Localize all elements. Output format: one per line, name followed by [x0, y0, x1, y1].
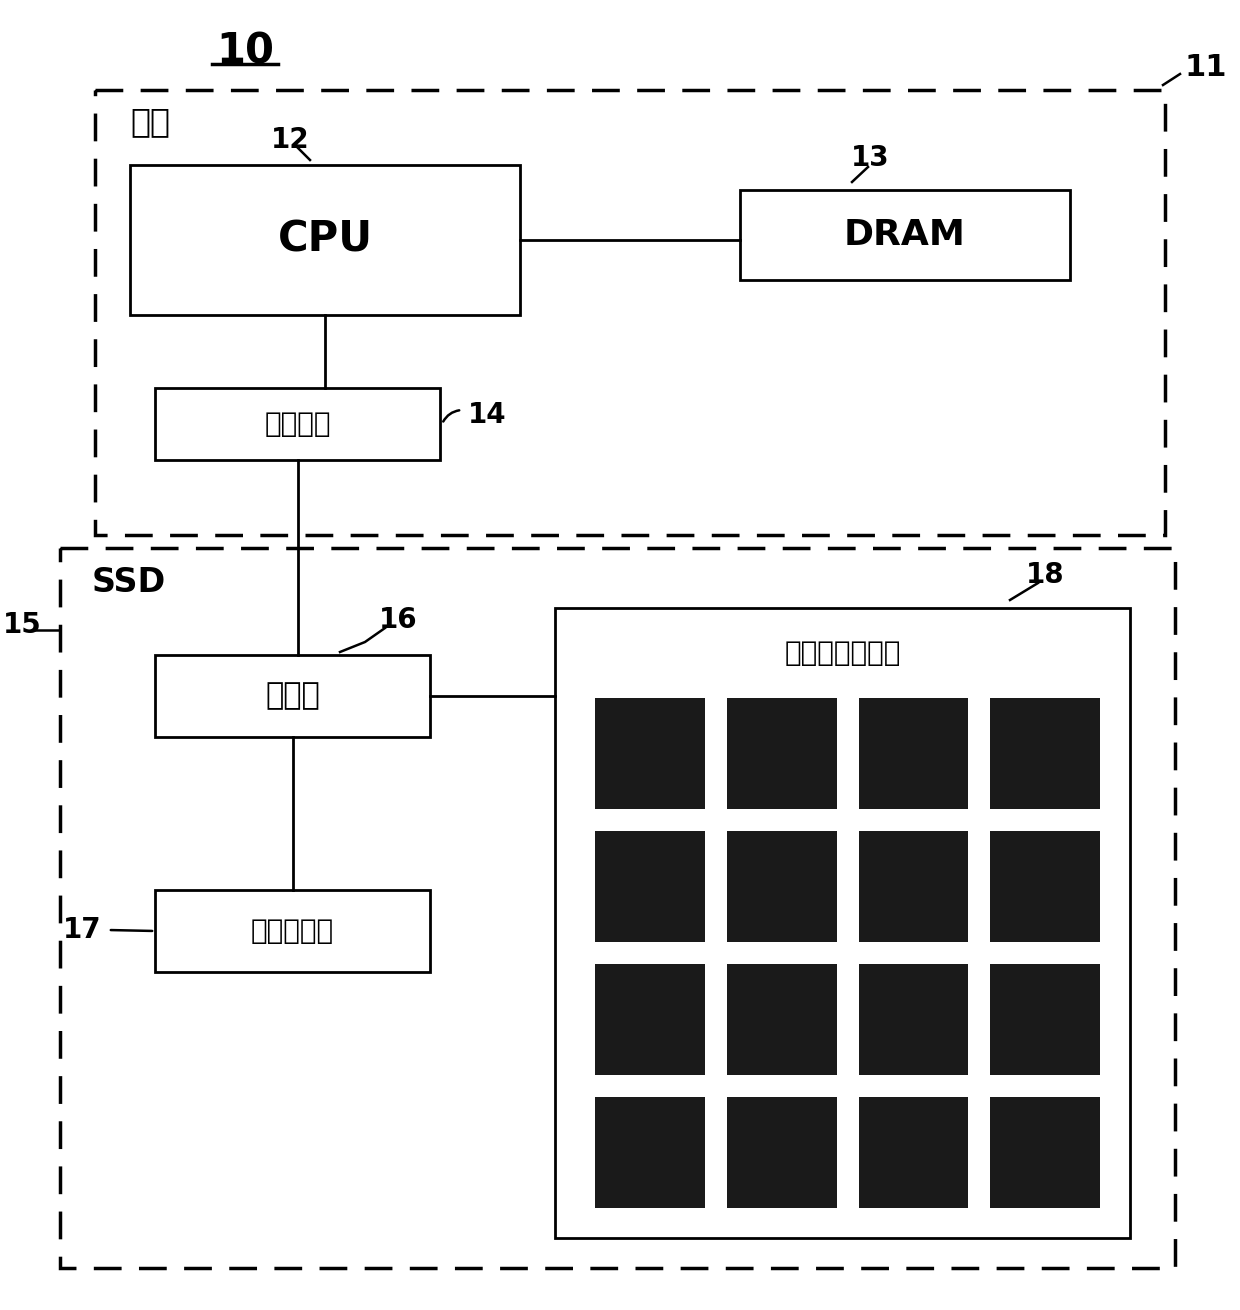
Bar [155, 388, 440, 460]
Bar [595, 964, 704, 1076]
Bar [155, 655, 430, 738]
Text: 12: 12 [270, 126, 309, 155]
Text: 缓冲存储器: 缓冲存储器 [250, 917, 334, 945]
Text: 15: 15 [2, 610, 41, 639]
Text: 10: 10 [216, 31, 274, 73]
Bar [595, 698, 704, 810]
Bar [95, 90, 1166, 534]
Bar [991, 964, 1100, 1076]
Bar [858, 964, 968, 1076]
Bar [727, 831, 837, 942]
Text: 17: 17 [63, 916, 102, 945]
Bar [595, 831, 704, 942]
Bar [991, 831, 1100, 942]
Bar [991, 1096, 1100, 1208]
Text: 快闪存储器阵列: 快闪存储器阵列 [785, 639, 900, 667]
Bar [155, 889, 430, 972]
Bar [858, 1096, 968, 1208]
Bar [858, 698, 968, 810]
Text: 主机: 主机 [130, 106, 170, 139]
Text: 传输接口: 传输接口 [264, 410, 331, 438]
Bar [727, 1096, 837, 1208]
Text: DRAM: DRAM [844, 217, 966, 252]
Text: SSD: SSD [92, 566, 166, 599]
Bar [727, 698, 837, 810]
Text: 14: 14 [467, 401, 507, 428]
Bar [595, 1096, 704, 1208]
Text: 11: 11 [1185, 54, 1228, 83]
Text: 16: 16 [378, 607, 418, 634]
Bar [740, 190, 1070, 280]
Bar [556, 608, 1130, 1238]
Text: 控制器: 控制器 [265, 681, 320, 710]
Bar [60, 548, 1176, 1268]
Text: CPU: CPU [278, 219, 372, 261]
Text: 13: 13 [851, 144, 889, 172]
Bar [991, 698, 1100, 810]
Text: 18: 18 [1025, 561, 1064, 590]
Bar [727, 964, 837, 1076]
Bar [130, 165, 520, 314]
Bar [858, 831, 968, 942]
